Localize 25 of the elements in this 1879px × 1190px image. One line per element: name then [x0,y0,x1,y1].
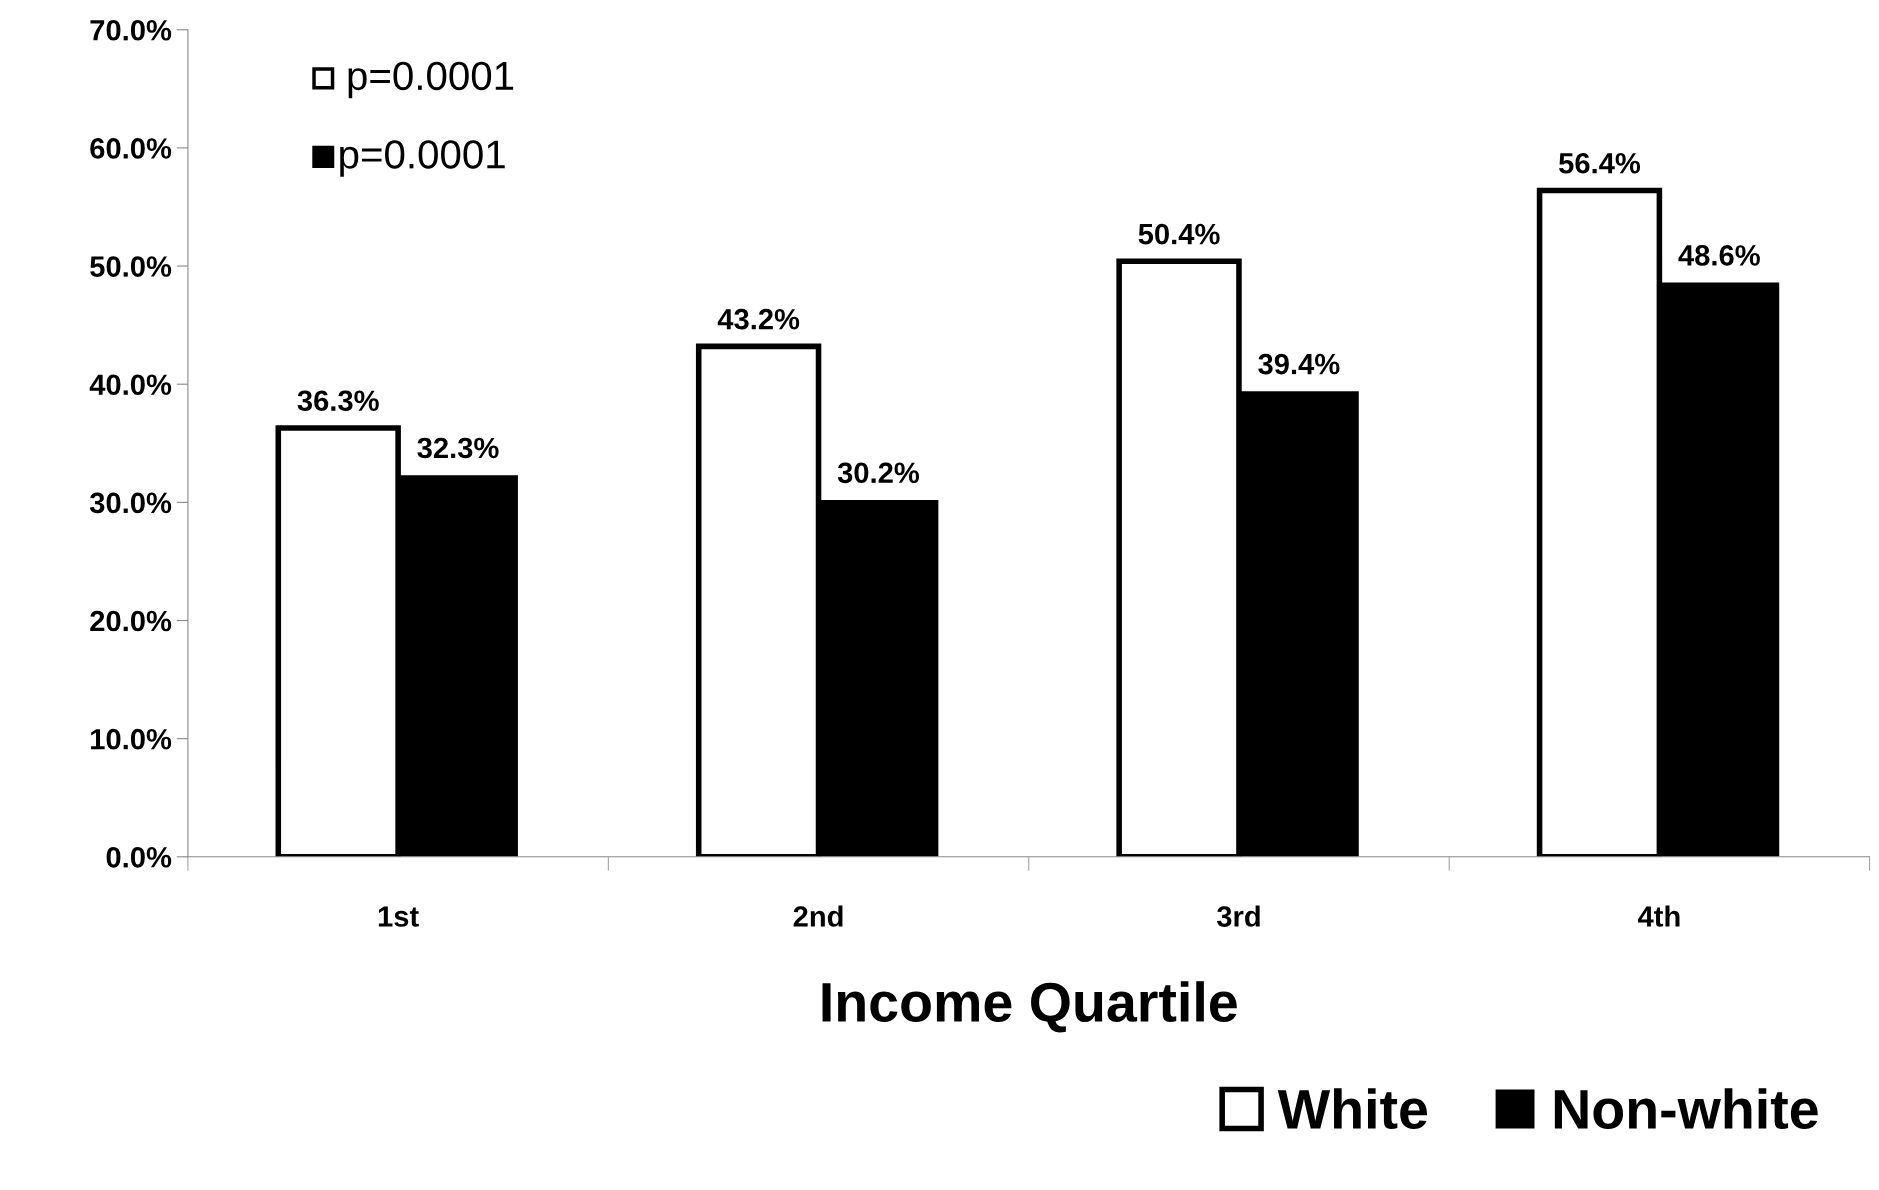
data-label: 30.2% [837,462,920,484]
y-tick-label: 20.0% [90,610,172,632]
data-label: 32.3% [417,437,499,459]
y-tick-label: 10.0% [91,728,172,750]
data-label: 50.4% [1138,223,1220,245]
y-tick-label: 40.0% [89,374,172,396]
data-label: 48.6% [1678,245,1760,266]
data-label: 43.2% [717,308,800,330]
annotation: p=0.0001 [348,61,514,99]
data-label: 56.4% [1559,152,1641,174]
data-label: 36.3% [297,390,379,412]
x-tick-label: 4th [1637,905,1680,927]
y-tick-label: 60.0% [90,138,172,159]
annotation: p=0.0001 [340,140,505,177]
legend-label: Non-white [1554,1088,1818,1130]
x-axis-title: Income Quartile [822,981,1237,1033]
legend-label: White [1277,1088,1428,1130]
data-label: 39.4% [1258,353,1340,375]
x-tick-label: 1st [378,906,419,927]
x-tick-label: 3rd [1216,905,1260,927]
y-tick-label: 0.0% [106,847,172,868]
x-tick-label: 2nd [793,905,843,927]
y-tick-label: 50.0% [90,256,172,277]
y-tick-label: 30.0% [89,492,172,514]
y-tick-label: 70.0% [90,19,172,41]
